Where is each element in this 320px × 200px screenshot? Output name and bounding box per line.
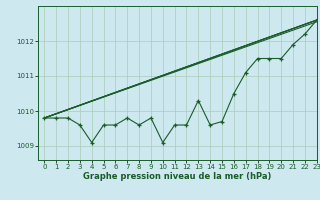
X-axis label: Graphe pression niveau de la mer (hPa): Graphe pression niveau de la mer (hPa) (84, 172, 272, 181)
